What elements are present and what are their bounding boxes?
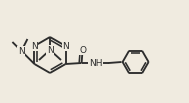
Text: NH: NH (89, 59, 102, 67)
Text: N: N (31, 42, 38, 50)
Text: O: O (79, 46, 86, 54)
Text: N: N (62, 42, 69, 50)
Text: N: N (47, 46, 53, 54)
Text: N: N (18, 46, 25, 56)
